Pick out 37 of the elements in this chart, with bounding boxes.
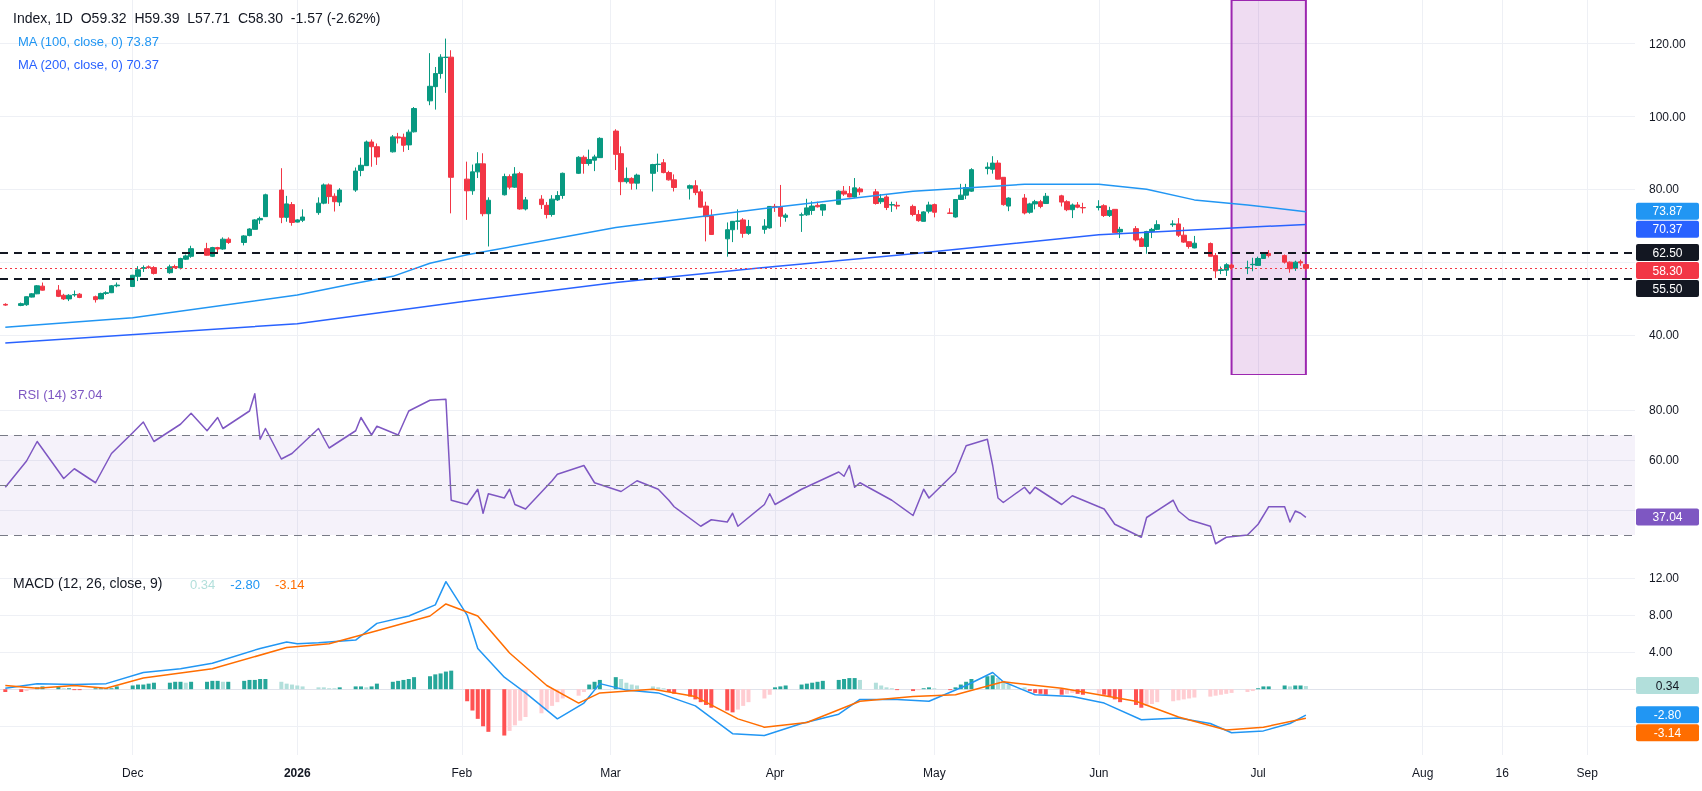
x-tick-label: 2026 — [283, 766, 311, 780]
x-tick-label: 16 — [1495, 766, 1510, 780]
text: -3.14 — [274, 577, 305, 592]
x-tick-label: Feb — [451, 766, 473, 780]
ref-line-label: 55.50 — [1652, 281, 1683, 296]
x-tick-label: Dec — [122, 766, 144, 780]
y-tick-label: 4.00 — [1649, 645, 1673, 660]
y-tick-label: 60.00 — [1649, 453, 1680, 467]
y-tick-label: 12.00 — [1649, 570, 1680, 585]
text: 0.34 — [1655, 678, 1680, 693]
text: Index, 1D O59.32 H59.39 L57.71 C58.30 -1.57 (-2.62%) — [13, 10, 381, 26]
text: MA (100, close, 0) 73.87 — [18, 34, 159, 49]
x-tick-label: May — [922, 766, 946, 780]
y-tick-label: 100.00 — [1649, 109, 1687, 124]
ref-line-label: 58.30 — [1652, 263, 1683, 278]
x-tick-label: Mar — [600, 766, 621, 780]
text: -2.80 — [1653, 707, 1682, 722]
text: -2.80 — [230, 577, 260, 592]
text: 73.87 — [1652, 204, 1683, 219]
text: MACD (12, 26, close, 9) — [13, 575, 163, 591]
x-tick-label: Aug — [1411, 766, 1434, 780]
x-tick-label: Jul — [1250, 766, 1266, 780]
text: -3.14 — [1653, 725, 1682, 740]
x-tick-label: Jun — [1089, 766, 1109, 780]
x-tick-label: Sep — [1576, 766, 1599, 780]
text: 37.04 — [1652, 509, 1683, 524]
x-tick-label: Apr — [765, 766, 785, 780]
text: 0.34 — [190, 577, 216, 592]
y-tick-label: 40.00 — [1649, 327, 1680, 342]
ref-line-label: 62.50 — [1652, 245, 1683, 260]
y-tick-label: 80.00 — [1649, 403, 1680, 417]
text: 70.37 — [1652, 222, 1683, 237]
y-tick-label: 120.00 — [1649, 36, 1687, 51]
y-tick-label: 8.00 — [1649, 608, 1673, 623]
text: MA (200, close, 0) 70.37 — [18, 57, 159, 72]
text: RSI (14) 37.04 — [18, 387, 103, 402]
y-tick-label: 80.00 — [1649, 182, 1680, 197]
